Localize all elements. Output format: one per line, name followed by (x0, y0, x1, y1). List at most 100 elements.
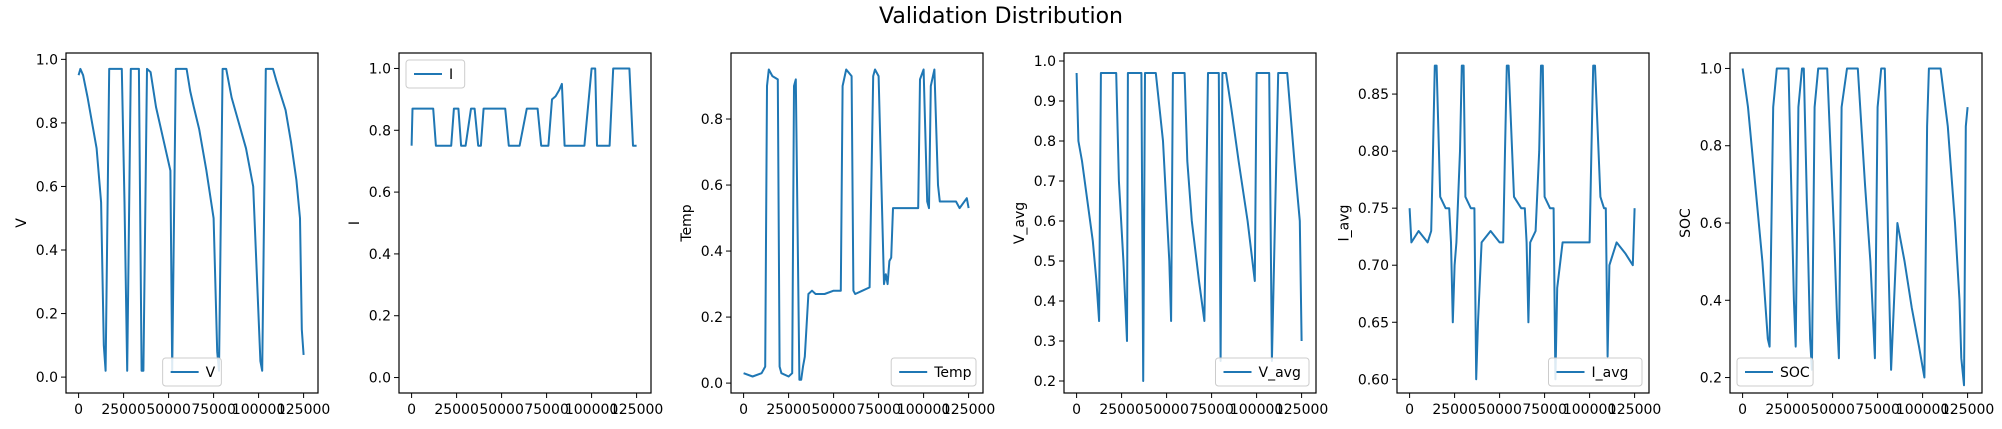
y-tick-label: 0.7 (1034, 174, 1056, 190)
y-axis-label: I_avg (1337, 205, 1353, 242)
x-tick-label: 50000 (1144, 402, 1189, 418)
y-tick-label: 0.4 (1700, 293, 1722, 309)
y-tick-label: 1.0 (1034, 54, 1056, 70)
y-tick-label: 0.2 (1700, 371, 1722, 387)
x-tick-label: 100000 (232, 402, 285, 418)
y-tick-label: 0.75 (1358, 201, 1389, 217)
x-tick-label: 75000 (191, 402, 236, 418)
y-tick-label: 0.8 (701, 112, 723, 128)
y-tick-label: 0.0 (701, 376, 723, 392)
legend-box (890, 357, 977, 387)
y-tick-label: 1.0 (1700, 61, 1722, 77)
series-line-i (410, 67, 637, 147)
x-tick-label: 0 (1738, 402, 1747, 418)
y-tick-label: 0.80 (1358, 144, 1389, 160)
y-tick-label: 0.4 (1034, 294, 1056, 310)
legend: V_avg (1215, 357, 1310, 387)
x-tick-label: 100000 (1896, 402, 1949, 418)
plot-frame (398, 52, 652, 394)
y-axis-label: V (14, 218, 30, 228)
y-tick-label: 0.9 (1034, 94, 1056, 110)
legend: SOC (1736, 357, 1814, 387)
y-tick-label: 0.3 (1034, 334, 1056, 350)
figure-title: Validation Distribution (879, 4, 1123, 29)
series-line-temp (743, 68, 970, 381)
series-line-i_avg (1408, 64, 1636, 381)
x-tick-label: 75000 (856, 402, 901, 418)
x-tick-label: 125000 (942, 402, 995, 418)
x-tick-label: 100000 (897, 402, 950, 418)
x-tick-label: 25000 (766, 402, 811, 418)
series-line-v (77, 67, 305, 372)
y-tick-label: 0.8 (36, 116, 58, 132)
x-tick-label: 0 (74, 402, 83, 418)
y-axis-label: I (347, 221, 363, 225)
x-tick-label: 100000 (1563, 402, 1616, 418)
y-tick-label: 0.0 (36, 370, 58, 386)
x-tick-label: 25000 (101, 402, 146, 418)
y-tick-label: 0.8 (369, 123, 391, 139)
legend: V (162, 357, 222, 387)
legend-label: I (449, 67, 453, 83)
y-tick-label: 1.0 (369, 61, 391, 77)
x-tick-label: 125000 (610, 402, 663, 418)
y-tick-label: 0.6 (701, 178, 723, 194)
series-line-v_avg (1075, 72, 1303, 382)
plot-frame (1396, 52, 1650, 394)
y-tick-label: 0.4 (369, 247, 391, 263)
plot-frame (65, 52, 319, 394)
y-axis-label: Temp (679, 204, 695, 242)
series-line-soc (1741, 67, 1969, 387)
y-axis-label: SOC (1678, 208, 1694, 238)
x-tick-label: 75000 (1522, 402, 1567, 418)
x-tick-label: 75000 (1189, 402, 1234, 418)
x-tick-label: 50000 (1810, 402, 1855, 418)
legend-label: I_avg (1592, 365, 1629, 381)
y-tick-label: 0.2 (1034, 374, 1056, 390)
y-tick-label: 0.85 (1358, 87, 1389, 103)
x-tick-label: 25000 (1432, 402, 1477, 418)
y-tick-label: 0.6 (369, 185, 391, 201)
y-tick-label: 0.2 (701, 310, 723, 326)
y-axis-label: V_avg (1012, 202, 1028, 244)
x-tick-label: 125000 (1941, 402, 1994, 418)
x-tick-label: 0 (739, 402, 748, 418)
y-tick-label: 0.2 (369, 309, 391, 325)
x-tick-label: 100000 (1230, 402, 1283, 418)
x-tick-label: 25000 (1099, 402, 1144, 418)
legend-label: Temp (933, 365, 971, 381)
legend-label: V (206, 365, 216, 381)
y-tick-label: 0.4 (36, 243, 58, 259)
x-tick-label: 25000 (434, 402, 479, 418)
y-tick-label: 0.6 (1700, 216, 1722, 232)
y-tick-label: 0.2 (36, 307, 58, 323)
y-tick-label: 0.60 (1358, 372, 1389, 388)
x-tick-label: 0 (407, 402, 416, 418)
y-tick-label: 0.65 (1358, 315, 1389, 331)
legend-label: SOC (1780, 365, 1810, 381)
legend-box (1736, 357, 1814, 387)
x-tick-label: 75000 (524, 402, 569, 418)
x-tick-label: 125000 (1608, 402, 1661, 418)
x-tick-label: 100000 (565, 402, 618, 418)
y-tick-label: 0.8 (1700, 139, 1722, 155)
x-tick-label: 50000 (146, 402, 191, 418)
y-tick-label: 0.6 (36, 179, 58, 195)
x-tick-label: 50000 (1477, 402, 1522, 418)
y-tick-label: 0.5 (1034, 254, 1056, 270)
legend-box (1215, 357, 1310, 387)
legend: I_avg (1548, 357, 1643, 387)
x-tick-label: 50000 (811, 402, 856, 418)
y-tick-label: 0.4 (701, 244, 723, 260)
legend-box (1548, 357, 1643, 387)
y-tick-label: 0.0 (369, 371, 391, 387)
x-tick-label: 25000 (1765, 402, 1810, 418)
y-tick-label: 0.6 (1034, 214, 1056, 230)
y-tick-label: 1.0 (36, 52, 58, 68)
x-tick-label: 0 (1405, 402, 1414, 418)
x-tick-label: 0 (1072, 402, 1081, 418)
